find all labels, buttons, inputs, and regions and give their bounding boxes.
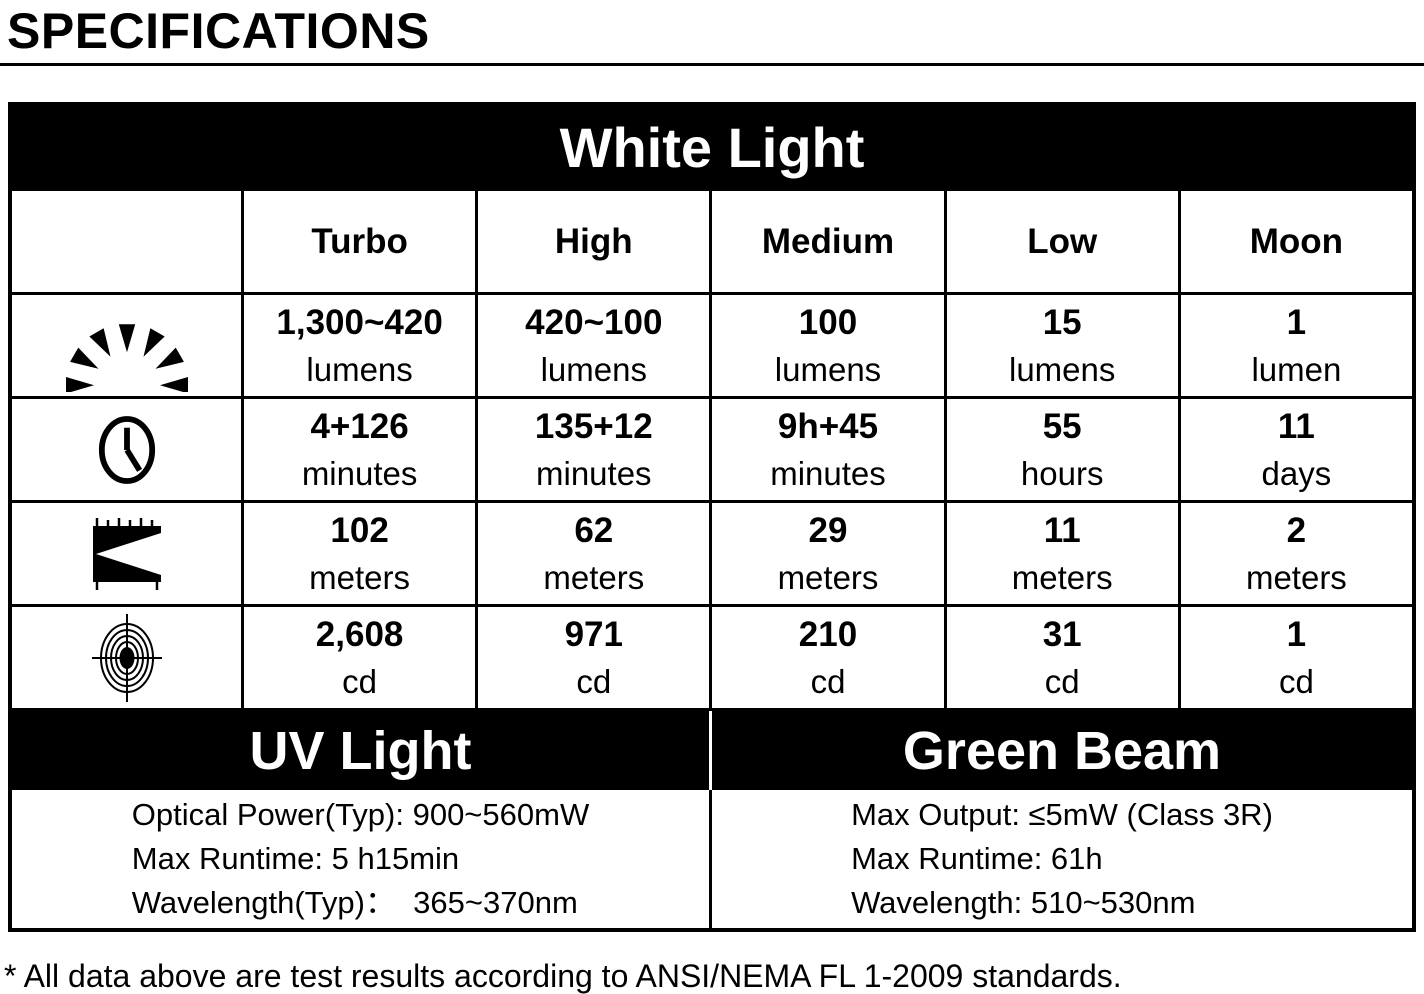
spec-value: 1,300~420 [276,302,443,342]
spec-cell: 31 cd [943,607,1178,708]
ansi-footnote: * All data above are test results accord… [4,958,1122,994]
spec-cell: 1,300~420 lumens [241,295,475,396]
spec-value: 11 [1043,510,1081,550]
spec-cell: 971 cd [475,607,709,708]
spec-value: 31 [1042,614,1082,654]
uv-optical-power: Optical Power(Typ): 900~560mW [131,797,590,832]
spec-value: 135+12 [534,406,653,446]
spec-unit: days [1261,454,1332,492]
spec-cell: 2 meters [1177,503,1412,604]
spec-cell: 1 lumen [1177,295,1412,396]
spec-unit: cd [1044,662,1080,700]
uv-light-body: Optical Power(Typ): 900~560mW Max Runtim… [12,790,712,928]
brightness-icon [12,295,241,396]
white-light-title: White Light [559,115,865,179]
green-beam-body: Max Output: ≤5mW (Class 3R) Max Runtime:… [712,790,1412,928]
spec-unit: hours [1020,454,1104,492]
spec-cell: 55 hours [943,399,1178,500]
beam-distance-row: 102 meters 62 meters 29 meters 11 meters… [12,500,1412,604]
uv-green-section: UV Light Optical Power(Typ): 900~560mW M… [12,708,1412,928]
spec-cell: 100 lumens [709,295,943,396]
runtime-clock-icon [12,399,241,500]
spec-cell: 2,608 cd [241,607,475,708]
spec-value: 2 [1286,510,1307,550]
green-beam-header: Green Beam [712,711,1412,790]
green-max-output: Max Output: ≤5mW (Class 3R) [851,797,1273,832]
spec-unit: minutes [770,454,886,492]
spec-cell: 210 cd [709,607,943,708]
spec-value: 9h+45 [777,406,879,446]
white-light-section-header: White Light [12,106,1412,188]
spec-value: 971 [564,614,623,654]
spec-cell: 11 meters [943,503,1178,604]
spec-cell: 4+126 minutes [241,399,475,500]
spec-value: 100 [798,302,858,342]
spec-value: 4+126 [310,406,409,446]
brightness-row: 1,300~420 lumens 420~100 lumens 100 lume… [12,292,1412,396]
spec-cell: 62 meters [475,503,709,604]
spec-value: 210 [798,614,858,654]
green-max-runtime: Max Runtime: 61h [851,841,1103,876]
spec-unit: minutes [536,454,652,492]
spec-cell: 29 meters [709,503,943,604]
spec-value: 55 [1042,406,1082,446]
uv-light-title: UV Light [249,720,472,781]
spec-unit: meters [1011,558,1113,596]
spec-value: 11 [1277,406,1315,446]
uv-light-header: UV Light [12,711,712,790]
page-title: SPECIFICATIONS [7,3,430,59]
uv-max-runtime: Max Runtime: 5 h15min [131,841,460,876]
spec-unit: lumens [540,350,647,388]
green-beam-title: Green Beam [902,720,1222,781]
beam-intensity-row: 2,608 cd 971 cd 210 cd 31 cd 1 cd [12,604,1412,708]
title-divider [0,63,1424,66]
spec-unit: lumen [1251,350,1342,388]
spec-value: 29 [808,510,848,550]
spec-value: 2,608 [315,614,404,654]
mode-header-moon: Moon [1177,191,1412,292]
mode-header-high: High [475,191,709,292]
spec-unit: cd [810,662,846,700]
corner-empty-cell [12,191,241,292]
spec-unit: meters [1245,558,1347,596]
beam-intensity-icon [12,607,241,708]
spec-value: 1 [1286,614,1307,654]
spec-unit: meters [777,558,879,596]
mode-header-row: Turbo High Medium Low Moon [12,188,1412,292]
spec-cell: 1 cd [1177,607,1412,708]
spec-unit: lumens [1009,350,1116,388]
beam-distance-icon [12,503,241,604]
mode-header-low: Low [943,191,1178,292]
spec-unit: meters [543,558,645,596]
spec-unit: lumens [306,350,413,388]
uv-wavelength: Wavelength(Typ)： 365~370nm [131,885,578,920]
spec-value: 1 [1286,302,1307,342]
mode-header-turbo: Turbo [241,191,475,292]
spec-value: 102 [330,510,389,550]
spec-cell: 15 lumens [943,295,1178,396]
spec-unit: minutes [301,454,418,492]
spec-value: 15 [1042,302,1082,342]
spec-unit: cd [1278,662,1314,700]
spec-cell: 9h+45 minutes [709,399,943,500]
spec-unit: lumens [774,350,882,388]
spec-cell: 11 days [1177,399,1412,500]
green-wavelength: Wavelength: 510~530nm [851,885,1196,920]
spec-value: 420~100 [525,302,663,342]
green-beam-section: Green Beam Max Output: ≤5mW (Class 3R) M… [712,711,1412,928]
spec-cell: 135+12 minutes [475,399,709,500]
spec-cell: 102 meters [241,503,475,604]
runtime-row: 4+126 minutes 135+12 minutes 9h+45 minut… [12,396,1412,500]
mode-header-medium: Medium [709,191,943,292]
spec-cell: 420~100 lumens [475,295,709,396]
spec-unit: cd [576,662,612,700]
uv-light-section: UV Light Optical Power(Typ): 900~560mW M… [12,711,712,928]
spec-table: White Light Turbo High Medium Low Moon [8,102,1416,932]
spec-unit: meters [309,558,411,596]
spec-value: 62 [574,510,614,550]
spec-unit: cd [342,662,378,700]
